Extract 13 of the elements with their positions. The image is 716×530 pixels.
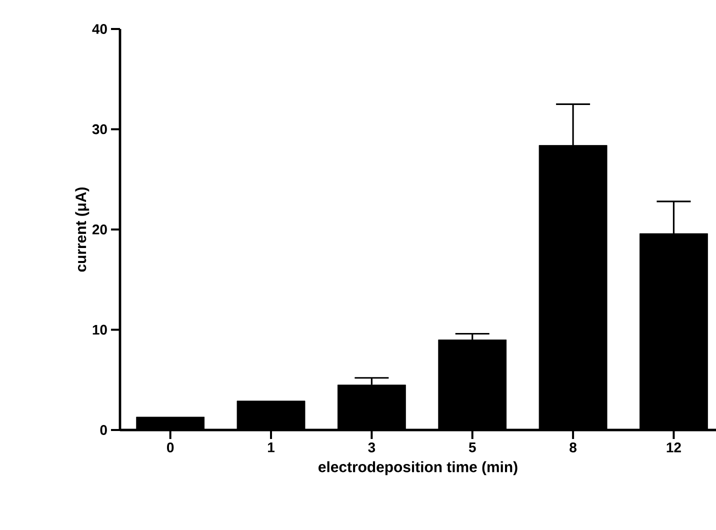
y-tick-label: 40: [92, 24, 107, 34]
x-tick-label: 0: [167, 442, 174, 452]
x-tick-label: 8: [570, 442, 576, 452]
y-tick-label: 30: [92, 124, 107, 134]
x-tick-label: 5: [468, 442, 476, 452]
x-tick-label: 12: [666, 442, 681, 452]
y-tick-label: 10: [92, 324, 107, 335]
y-tick-label: 0: [100, 425, 107, 435]
x-tick-label: 3: [368, 442, 376, 452]
y-tick-label: 20: [92, 224, 107, 234]
x-tick-label: 1: [268, 442, 275, 452]
x-axis-title: electrodeposition time (min): [318, 461, 518, 476]
y-axis-title: current (μA): [75, 187, 90, 272]
